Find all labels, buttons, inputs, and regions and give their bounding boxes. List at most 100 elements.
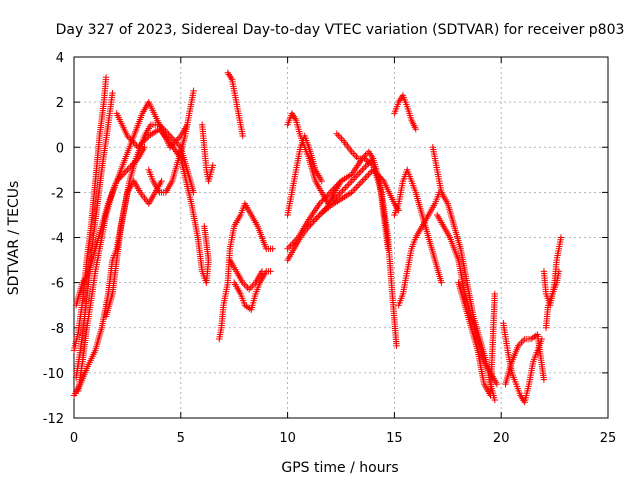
data-point	[307, 221, 314, 228]
data-point	[519, 337, 527, 344]
data-point	[491, 290, 498, 298]
y-tick-label: -12	[43, 412, 64, 427]
data-point	[338, 135, 345, 142]
data-point	[190, 189, 197, 196]
series	[102, 177, 165, 320]
data-point	[353, 173, 360, 180]
series	[542, 268, 563, 331]
data-point	[369, 155, 377, 162]
data-point	[292, 237, 299, 244]
data-point	[363, 173, 371, 180]
x-tick-label: 25	[600, 431, 617, 446]
x-tick-label: 15	[386, 431, 403, 446]
data-point	[245, 286, 253, 293]
data-point	[308, 219, 316, 227]
data-point	[335, 132, 342, 139]
data-point	[311, 216, 319, 223]
data-point	[362, 163, 369, 170]
data-point	[166, 132, 174, 140]
series	[145, 87, 197, 196]
data-point	[354, 182, 361, 190]
data-point	[269, 245, 276, 252]
data-point	[310, 218, 317, 225]
data-point	[288, 240, 296, 248]
data-point	[333, 130, 340, 137]
data-point	[350, 176, 357, 183]
data-point	[357, 179, 365, 186]
y-tick-label: 2	[56, 96, 64, 111]
data-point	[353, 184, 360, 191]
data-point	[369, 166, 377, 174]
data-point	[130, 139, 137, 146]
data-point	[493, 380, 501, 388]
data-point	[540, 376, 548, 383]
data-point	[239, 132, 246, 140]
data-point	[357, 168, 365, 175]
data-point	[372, 169, 380, 177]
data-point	[318, 177, 325, 185]
data-point	[337, 189, 345, 196]
data-point	[351, 185, 358, 193]
data-point	[353, 153, 360, 161]
data-point	[168, 134, 175, 141]
data-point	[285, 243, 293, 251]
data-point	[124, 132, 131, 140]
y-tick-label: -4	[51, 232, 64, 247]
data-point	[190, 87, 197, 95]
y-tick-label: -2	[51, 186, 64, 201]
data-point	[438, 279, 445, 286]
y-tick-label: -10	[43, 367, 64, 382]
x-tick-label: 10	[279, 431, 296, 446]
series	[216, 200, 276, 343]
data-point	[287, 242, 294, 249]
y-axis-label: SDTVAR / TECUs	[6, 181, 22, 296]
data-point	[371, 168, 378, 175]
data-point	[356, 181, 363, 188]
data-point	[339, 187, 346, 194]
y-tick-label: -6	[51, 277, 64, 292]
data-point	[336, 133, 344, 141]
data-point	[356, 169, 363, 177]
series	[284, 148, 377, 252]
data-point	[337, 177, 345, 185]
data-point	[345, 181, 352, 188]
y-tick-label: 4	[56, 51, 64, 66]
data-point	[346, 179, 354, 186]
x-tick-label: 0	[70, 431, 78, 446]
data-point	[351, 174, 358, 182]
data-point	[173, 139, 180, 146]
x-axis-label: GPS time / hours	[281, 460, 398, 476]
data-point	[241, 301, 249, 309]
data-point	[350, 150, 357, 157]
data-point	[527, 335, 535, 343]
series	[455, 279, 498, 399]
data-point	[378, 176, 386, 183]
x-tick-label: 20	[493, 431, 510, 446]
data-point	[360, 176, 368, 183]
data-point	[127, 135, 134, 143]
data-point	[247, 284, 254, 291]
data-point	[249, 282, 256, 290]
data-point	[491, 396, 498, 404]
data-point	[134, 144, 142, 151]
data-point	[242, 282, 250, 290]
series	[433, 211, 501, 388]
data-point	[267, 268, 274, 275]
series	[70, 74, 110, 354]
data-point	[290, 239, 297, 246]
data-point	[351, 151, 359, 159]
data-point	[142, 135, 149, 143]
data-point	[377, 174, 384, 182]
data-point	[122, 168, 130, 175]
grid	[74, 57, 608, 418]
data-point	[243, 303, 250, 310]
data-point	[342, 184, 349, 191]
data-point	[284, 245, 291, 252]
data-point	[557, 234, 565, 241]
data-point	[137, 140, 145, 148]
data-point	[333, 194, 340, 201]
series	[284, 132, 325, 219]
data-point	[109, 89, 116, 97]
data-point	[201, 223, 208, 230]
data-point	[169, 135, 177, 143]
